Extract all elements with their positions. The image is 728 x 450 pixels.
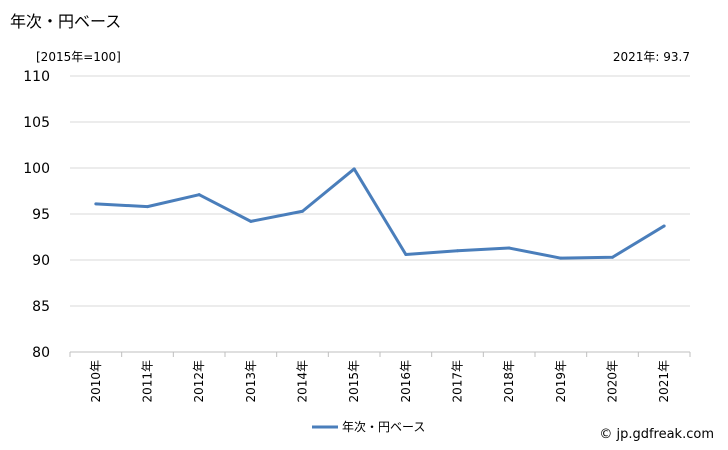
- data-point: [611, 255, 614, 259]
- data-point: [352, 167, 356, 171]
- y-tick-label: 110: [23, 69, 50, 85]
- x-tick-label: 2015年: [347, 360, 361, 403]
- x-tick-label: 2020年: [606, 360, 620, 403]
- x-tick-label: 2013年: [244, 360, 258, 403]
- data-point: [94, 202, 98, 206]
- y-tick-label: 105: [23, 115, 50, 131]
- x-tick-label: 2021年: [657, 360, 671, 403]
- y-tick-label: 80: [32, 345, 50, 361]
- legend: 年次・円ベース: [312, 420, 425, 434]
- x-tick-label: 2011年: [141, 360, 155, 403]
- x-axis-ticks: 2010年 2011年 2012年 2013年 2014年 2015年 2016年 2017年…: [69, 352, 691, 403]
- data-point: [301, 209, 304, 213]
- legend-label: 年次・円ベース: [342, 420, 425, 434]
- x-tick-label: 2019年: [554, 360, 568, 403]
- x-tick-label: 2010年: [89, 360, 103, 403]
- y-tick-label: 100: [23, 161, 50, 177]
- y-tick-label: 85: [32, 299, 50, 315]
- data-point: [507, 246, 511, 250]
- chart-title: 年次・円ベース: [10, 12, 122, 31]
- data-point: [559, 256, 563, 260]
- y-axis-ticks: 80 85 90 95 100 105 110: [23, 69, 50, 361]
- y-tick-label: 90: [32, 253, 50, 269]
- y-tick-label: 95: [32, 207, 50, 223]
- latest-value-label: 2021年: 93.7: [612, 50, 690, 64]
- series-layer: [94, 167, 666, 260]
- x-tick-label: 2016年: [399, 360, 413, 403]
- unit-label: [2015年=100]: [36, 50, 121, 64]
- data-point: [456, 249, 459, 253]
- data-point: [662, 224, 666, 228]
- x-tick-label: 2014年: [296, 360, 310, 403]
- x-tick-label: 2017年: [451, 360, 465, 403]
- data-point: [249, 219, 253, 223]
- x-tick-label: 2012年: [192, 360, 206, 403]
- source-credit: © jp.gdfreak.com: [599, 427, 714, 442]
- data-point: [197, 193, 201, 197]
- data-point: [146, 205, 149, 209]
- data-point: [404, 252, 408, 256]
- series-line: [95, 167, 665, 260]
- x-tick-label: 2018年: [502, 360, 516, 403]
